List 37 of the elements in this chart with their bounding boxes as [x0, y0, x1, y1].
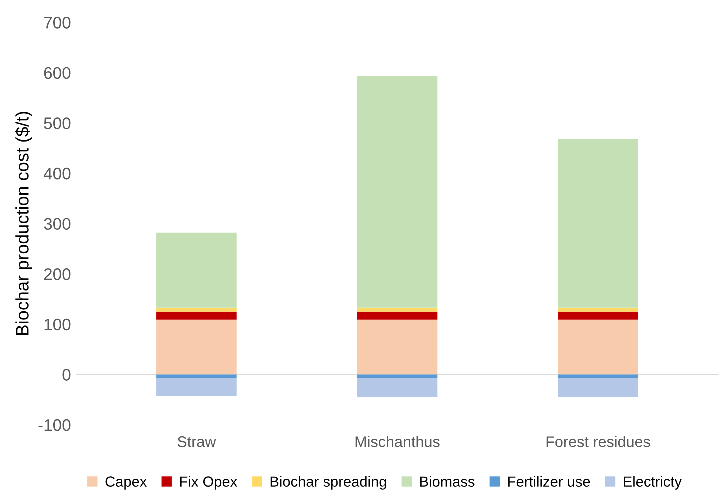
y-tick-label: 200: [44, 268, 71, 280]
y-tick-label: 500: [44, 118, 71, 130]
bar: [156, 320, 237, 375]
bar: [357, 312, 438, 320]
y-tick-label: -100: [38, 419, 71, 432]
legend-label: Biochar spreading: [270, 476, 386, 490]
bar: [156, 378, 237, 396]
y-tick-label: 700: [44, 17, 71, 29]
bar: [558, 378, 638, 398]
bar: [558, 139, 638, 308]
y-tick-label: 600: [44, 67, 71, 80]
bar: [156, 232, 237, 308]
y-tick-label: 100: [44, 318, 71, 331]
bar: [156, 312, 237, 320]
bar: [558, 308, 638, 312]
legend-label: Capex: [106, 476, 148, 490]
legend-label: Fix Opex: [180, 476, 238, 490]
y-tick-label: 300: [44, 218, 71, 230]
bar: [357, 378, 438, 398]
bar: [357, 320, 438, 375]
x-tick-label: Forest residues: [546, 436, 650, 448]
bar: [558, 312, 638, 320]
bar: [558, 320, 638, 375]
y-axis-title: Biochar production cost ($/t): [15, 112, 32, 336]
bar: [156, 308, 237, 312]
bar: [357, 76, 438, 308]
bar: [357, 308, 438, 312]
legend-label: Electricty: [624, 476, 682, 490]
legend-label: Biomass: [420, 476, 475, 487]
legend-label: Fertilizer use: [508, 476, 590, 487]
x-tick-label: Straw: [178, 436, 216, 448]
y-tick-label: 400: [44, 168, 71, 180]
bar: [156, 374, 237, 378]
y-tick-label: 0: [62, 369, 71, 381]
bar: [357, 374, 438, 378]
x-tick-label: Mischanthus: [356, 436, 440, 448]
bar: [558, 374, 638, 378]
